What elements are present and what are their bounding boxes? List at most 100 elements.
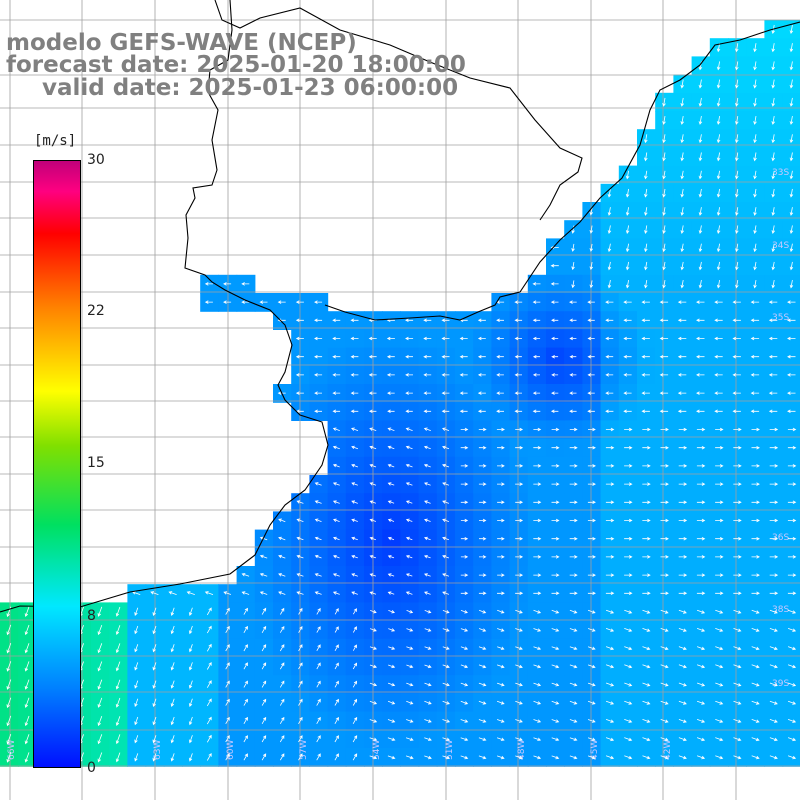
wind-speed-cell xyxy=(291,602,310,622)
wind-arrow xyxy=(771,261,776,271)
wind-arrow xyxy=(188,625,193,635)
wind-arrow xyxy=(716,225,721,235)
wind-arrow xyxy=(678,700,687,705)
wind-arrow xyxy=(405,518,413,522)
wind-speed-cell xyxy=(236,620,256,640)
wind-arrow xyxy=(24,752,30,763)
wind-arrow xyxy=(351,445,359,450)
wind-arrow xyxy=(751,682,760,687)
longitude-label: 57W xyxy=(299,740,309,760)
wind-arrow xyxy=(424,646,432,650)
wind-arrow xyxy=(625,261,630,271)
wind-arrow xyxy=(496,427,505,432)
wind-arrow xyxy=(569,464,578,468)
wind-arrow xyxy=(497,573,505,577)
wind-arrow xyxy=(277,300,286,304)
wind-arrow xyxy=(624,646,633,651)
wind-arrow xyxy=(696,555,706,559)
wind-arrow xyxy=(134,698,139,707)
wind-arrow xyxy=(279,644,285,652)
wind-arrow xyxy=(441,409,450,414)
wind-arrow xyxy=(24,715,30,727)
wind-arrow xyxy=(696,391,705,395)
wind-arrow xyxy=(714,300,723,304)
wind-arrow xyxy=(279,716,285,725)
wind-arrow xyxy=(678,737,687,742)
wind-arrow xyxy=(659,318,669,323)
wind-arrow xyxy=(496,700,505,705)
wind-arrow xyxy=(24,734,30,745)
wind-arrow xyxy=(261,753,267,761)
colorbar xyxy=(33,160,81,768)
wind-arrow xyxy=(605,682,615,687)
wind-arrow xyxy=(641,336,650,341)
wind-arrow xyxy=(424,682,432,687)
wind-arrow xyxy=(332,591,340,595)
wind-speed-cell xyxy=(273,729,292,749)
wind-arrow xyxy=(768,391,778,395)
wind-arrow xyxy=(423,409,432,414)
wind-arrow xyxy=(424,737,432,741)
wind-arrow xyxy=(515,536,524,541)
wind-arrow xyxy=(115,661,121,672)
wind-arrow xyxy=(696,300,705,304)
wind-arrow xyxy=(624,737,633,742)
wind-speed-cell xyxy=(327,602,347,622)
wind-arrow xyxy=(533,664,542,669)
wind-arrow xyxy=(479,536,487,541)
wind-arrow xyxy=(787,682,797,687)
wind-arrow xyxy=(225,607,230,615)
wind-arrow xyxy=(170,680,175,689)
wind-arrow xyxy=(152,716,157,726)
wind-arrow xyxy=(186,591,195,595)
wind-arrow xyxy=(624,628,633,632)
wind-arrow xyxy=(170,644,175,653)
wind-arrow xyxy=(787,700,797,705)
wind-arrow xyxy=(369,464,377,468)
wind-arrow xyxy=(369,482,377,486)
wind-arrow xyxy=(696,700,706,705)
wind-arrow xyxy=(605,719,615,723)
wind-arrow xyxy=(460,518,469,523)
wind-arrow xyxy=(751,646,760,651)
wind-arrow xyxy=(698,79,703,89)
wind-arrow xyxy=(625,170,630,180)
wind-arrow xyxy=(352,735,358,743)
wind-speed-cell xyxy=(236,638,256,658)
wind-arrow xyxy=(386,336,395,341)
wind-arrow xyxy=(424,500,431,504)
wind-arrow xyxy=(478,719,487,723)
wind-arrow xyxy=(515,591,524,596)
wind-arrow xyxy=(624,500,633,505)
wind-arrow xyxy=(751,464,760,468)
wind-arrow xyxy=(605,482,615,486)
wind-arrow xyxy=(715,719,724,723)
wind-speed-cell xyxy=(782,693,800,713)
wind-arrow xyxy=(771,134,776,144)
wind-arrow xyxy=(442,536,450,541)
wind-arrow xyxy=(298,753,303,761)
wind-arrow xyxy=(735,207,739,216)
wind-arrow xyxy=(751,573,760,577)
wind-arrow xyxy=(789,43,794,53)
wind-arrow xyxy=(405,445,413,450)
wind-arrow xyxy=(607,280,612,289)
wind-arrow xyxy=(314,554,322,559)
wind-arrow xyxy=(460,737,469,741)
wind-arrow xyxy=(642,664,651,669)
wind-arrow xyxy=(551,755,560,760)
wind-arrow xyxy=(405,755,414,760)
wind-arrow xyxy=(715,755,724,760)
wind-arrow xyxy=(514,336,522,341)
wind-arrow xyxy=(659,409,669,414)
wind-arrow xyxy=(787,591,797,596)
wind-arrow xyxy=(644,134,648,144)
coastline xyxy=(0,0,800,613)
wind-arrow xyxy=(771,116,776,125)
wind-arrow xyxy=(587,518,596,523)
wind-arrow xyxy=(644,225,648,235)
wind-arrow xyxy=(478,500,487,505)
wind-arrow xyxy=(6,679,12,690)
wind-arrow xyxy=(152,698,157,707)
wind-arrow xyxy=(459,354,468,359)
